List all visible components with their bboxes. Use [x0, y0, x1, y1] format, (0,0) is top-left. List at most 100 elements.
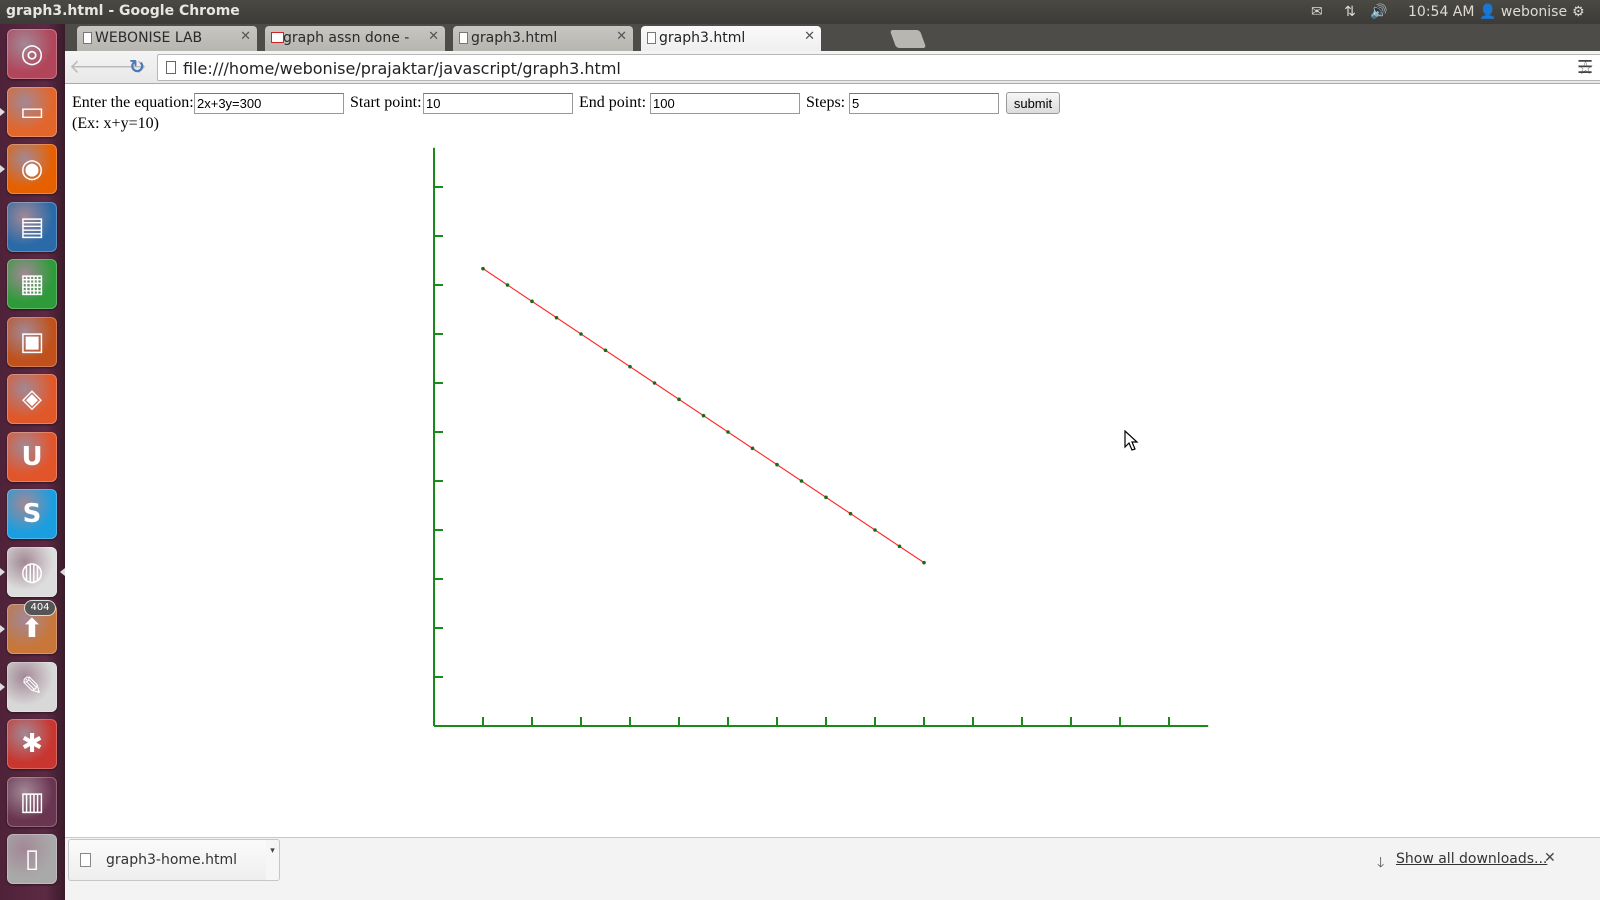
data-point [554, 315, 559, 320]
page-content: Enter the equation: Start point: End poi… [65, 85, 1600, 837]
equation-input[interactable] [194, 93, 344, 114]
chrome-icon[interactable]: ◍ [7, 546, 57, 597]
steps-input[interactable] [849, 93, 999, 114]
clock[interactable]: 10:54 AM [1408, 4, 1475, 20]
data-point [897, 544, 902, 549]
trash-icon[interactable]: ▯ [7, 834, 57, 884]
menu-icon[interactable]: ☰ [1577, 57, 1594, 78]
equation-hint: (Ex: x+y=10) [72, 115, 159, 132]
download-shelf: graph3-home.html ▾ 🡓 Show all downloads.… [65, 837, 1600, 900]
network-icon[interactable]: ⇅ [1344, 4, 1356, 20]
software-center-icon[interactable]: ◈ [7, 374, 57, 424]
page-icon [459, 32, 468, 44]
tab-webonise-lab[interactable]: WEBONISE LAB ✕ [77, 26, 257, 51]
ubuntu-one-icon[interactable]: U [7, 431, 57, 482]
data-point [922, 560, 926, 565]
end-point-input[interactable] [650, 93, 800, 114]
graph-canvas [433, 147, 1209, 727]
tab-label: graph3.html [659, 30, 746, 46]
window-title: graph3.html - Google Chrome [6, 3, 240, 19]
data-point [628, 364, 632, 369]
active-indicator-icon [60, 567, 65, 576]
launcher: ◎ ▭ ◉ ▤ ▦ ▣ ◈ U S ◍ ⬆ 404 ✎ ✱ ▥ ▯ [0, 24, 65, 900]
running-indicator-icon [0, 682, 5, 691]
download-item[interactable]: graph3-home.html [68, 839, 268, 881]
download-menu-button[interactable]: ▾ [266, 839, 280, 881]
running-indicator-icon [0, 107, 5, 116]
page-icon [647, 32, 656, 44]
skype-icon[interactable]: S [7, 489, 57, 539]
running-indicator-icon [0, 625, 5, 633]
running-indicator-icon [0, 165, 5, 173]
data-point [873, 528, 877, 532]
mail-icon[interactable]: ✉ [1311, 4, 1323, 20]
user-icon: 👤 [1479, 4, 1497, 20]
data-point [677, 397, 681, 402]
close-icon[interactable]: ✕ [1544, 850, 1556, 866]
equation-form: Enter the equation: Start point: End poi… [72, 92, 1172, 115]
mouse-cursor-icon [1124, 430, 1139, 451]
new-tab-button[interactable] [889, 30, 927, 48]
workspace-switcher-icon[interactable]: ▥ [7, 776, 57, 827]
gmail-icon [271, 32, 284, 43]
running-indicator-icon [0, 567, 5, 576]
data-point [848, 511, 853, 516]
show-all-downloads-link[interactable]: Show all downloads... [1396, 851, 1548, 867]
tab-graph3-active[interactable]: graph3.html ✕ [641, 26, 821, 51]
tab-strip: WEBONISE LAB ✕ graph assn done - praj ✕ … [65, 24, 1600, 51]
tab-graph3-a[interactable]: graph3.html ✕ [453, 26, 633, 51]
close-icon[interactable]: ✕ [428, 29, 439, 44]
user-name: webonise [1500, 4, 1568, 20]
data-point [775, 462, 779, 467]
url-text[interactable]: file:///home/webonise/prajaktar/javascri… [183, 59, 621, 78]
download-filename: graph3-home.html [106, 852, 237, 868]
file-icon [80, 853, 91, 867]
axes [433, 147, 1209, 727]
data-point [530, 299, 534, 304]
data-point [481, 266, 485, 271]
gear-icon[interactable]: ⚙ [1572, 4, 1585, 20]
equation-label: Enter the equation: [72, 94, 194, 111]
close-icon[interactable]: ✕ [240, 29, 251, 44]
reload-button[interactable]: ↻ [129, 56, 145, 78]
page-icon [83, 32, 92, 44]
libreoffice-writer-icon[interactable]: ▤ [7, 201, 57, 252]
tab-label: graph assn done - praj [283, 30, 415, 46]
firefox-icon[interactable]: ◉ [7, 144, 57, 194]
libreoffice-calc-icon[interactable]: ▦ [7, 259, 57, 309]
page-icon [166, 61, 176, 74]
start-point-label: Start point: [350, 94, 422, 111]
text-editor-icon[interactable]: ✎ [7, 661, 57, 712]
end-point-label: End point: [579, 94, 647, 111]
data-point [799, 479, 804, 483]
address-bar[interactable]: file:///home/webonise/prajaktar/javascri… [157, 54, 1600, 81]
start-point-input[interactable] [423, 93, 573, 114]
data-point [701, 413, 706, 418]
tab-graph-assn[interactable]: graph assn done - praj ✕ [265, 26, 445, 51]
tab-label: graph3.html [471, 30, 558, 46]
user-menu[interactable]: 👤 webonise [1479, 3, 1567, 21]
data-point [652, 381, 657, 385]
data-points [481, 266, 926, 565]
forward-button[interactable]: 🡒 [96, 56, 147, 78]
back-button[interactable]: 🡐 [69, 56, 120, 78]
data-point [824, 495, 828, 500]
submit-button[interactable]: submit [1006, 92, 1060, 114]
system-settings-icon[interactable]: ✱ [7, 719, 57, 769]
tab-label: WEBONISE LAB [95, 30, 203, 46]
data-point [750, 446, 755, 451]
files-icon[interactable]: ▭ [7, 86, 57, 137]
close-icon[interactable]: ✕ [804, 29, 815, 44]
sound-icon[interactable]: 🔊 [1370, 4, 1388, 20]
steps-label: Steps: [806, 94, 846, 111]
toolbar: 🡐 🡒 ↻ file:///home/webonise/prajaktar/ja… [65, 51, 1600, 84]
close-icon[interactable]: ✕ [616, 29, 627, 44]
ubuntu-dash-icon[interactable]: ◎ [7, 29, 57, 79]
star-icon[interactable]: ☆ [1576, 57, 1594, 79]
libreoffice-impress-icon[interactable]: ▣ [7, 316, 57, 367]
update-count-badge: 404 [24, 600, 56, 616]
data-point [726, 430, 730, 434]
top-panel: graph3.html - Google Chrome ✉ ⇅ 🔊 10:54 … [0, 0, 1600, 24]
data-point [579, 332, 583, 336]
download-arrow-icon: 🡓 [1377, 855, 1385, 871]
